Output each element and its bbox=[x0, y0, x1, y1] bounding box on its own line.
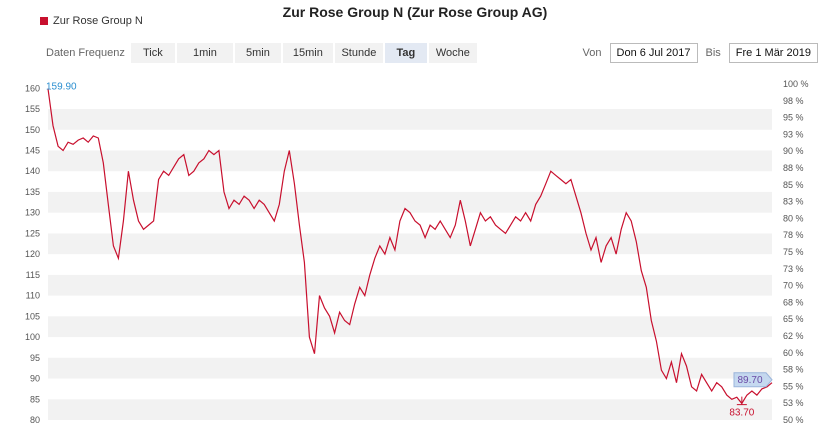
chart-annotations: 159.90 83.70 89.70 bbox=[46, 82, 773, 419]
freq-woche-button[interactable]: Woche bbox=[428, 43, 477, 63]
y2-tick-label: 53 % bbox=[783, 398, 804, 408]
to-date-input[interactable]: Fre 1 Mär 2019 bbox=[728, 43, 818, 63]
y-tick-label: 145 bbox=[25, 145, 40, 155]
last-value-label: 89.70 bbox=[737, 375, 762, 386]
y-tick-label: 95 bbox=[30, 353, 40, 363]
y-axis-right: 50 % 53 % 55 % 58 % 60 % 62 % 65 % 68 % 70 % 73 %… bbox=[783, 79, 809, 425]
y2-tick-label: 50 % bbox=[783, 415, 804, 425]
min-value-label: 83.70 bbox=[729, 408, 754, 419]
y-axis-left: 80 85 90 95 100 105 110 115 120 125 130 135 140 145 15… bbox=[25, 83, 40, 425]
y-tick-label: 150 bbox=[25, 125, 40, 135]
freq-stunde-button[interactable]: Stunde bbox=[334, 43, 383, 63]
y2-tick-label: 100 % bbox=[783, 79, 809, 89]
frequency-toolbar: Daten Frequenz Tick 1min 5min 15min Stun… bbox=[46, 43, 479, 63]
y-tick-label: 120 bbox=[25, 249, 40, 259]
y2-tick-label: 95 % bbox=[783, 113, 804, 123]
y-tick-label: 135 bbox=[25, 187, 40, 197]
from-date-input[interactable]: Don 6 Jul 2017 bbox=[609, 43, 698, 63]
chart-band bbox=[48, 357, 772, 379]
last-value-flag bbox=[733, 372, 773, 388]
y-tick-label: 105 bbox=[25, 311, 40, 321]
freq-tag-button[interactable]: Tag bbox=[384, 43, 427, 63]
freq-5min-button[interactable]: 5min bbox=[234, 43, 281, 63]
freq-15min-button[interactable]: 15min bbox=[282, 43, 333, 63]
y-tick-label: 125 bbox=[25, 228, 40, 238]
y2-tick-label: 80 % bbox=[783, 213, 804, 223]
chart-title: Zur Rose Group N (Zur Rose Group AG) bbox=[282, 4, 548, 20]
frequency-label: Daten Frequenz bbox=[46, 47, 125, 59]
y-tick-label: 110 bbox=[26, 291, 40, 301]
y-tick-label: 85 bbox=[30, 394, 40, 404]
max-value-label: 159.90 bbox=[46, 82, 77, 93]
y2-tick-label: 68 % bbox=[783, 297, 804, 307]
y2-tick-label: 85 % bbox=[783, 180, 804, 190]
y-tick-label: 140 bbox=[25, 166, 40, 176]
y2-tick-label: 62 % bbox=[783, 331, 804, 341]
freq-tick-button[interactable]: Tick bbox=[130, 43, 175, 63]
y2-tick-label: 73 % bbox=[783, 264, 804, 274]
y-tick-label: 155 bbox=[25, 104, 40, 114]
y-tick-label: 80 bbox=[30, 415, 40, 425]
y-tick-label: 130 bbox=[25, 208, 40, 218]
y2-tick-label: 70 % bbox=[783, 281, 804, 291]
y-tick-label: 115 bbox=[26, 270, 40, 280]
chart-band bbox=[48, 233, 772, 255]
y2-tick-label: 78 % bbox=[783, 230, 804, 240]
legend-label: Zur Rose Group N bbox=[53, 15, 143, 27]
y2-tick-label: 60 % bbox=[783, 348, 804, 358]
min-value-marker bbox=[736, 396, 747, 406]
date-range: Von Don 6 Jul 2017 Bis Fre 1 Mär 2019 bbox=[583, 43, 818, 63]
y2-tick-label: 93 % bbox=[783, 129, 804, 139]
price-series-line bbox=[47, 88, 773, 405]
chart-band bbox=[48, 274, 772, 296]
y-tick-label: 90 bbox=[30, 374, 40, 384]
y2-tick-label: 65 % bbox=[783, 314, 804, 324]
y2-tick-label: 90 % bbox=[783, 146, 804, 156]
chart-band bbox=[48, 399, 772, 420]
chart-band bbox=[48, 109, 772, 130]
y2-tick-label: 98 % bbox=[783, 96, 804, 106]
freq-1min-button[interactable]: 1min bbox=[176, 43, 233, 63]
to-label: Bis bbox=[705, 47, 721, 59]
y2-tick-label: 75 % bbox=[783, 247, 804, 257]
from-label: Von bbox=[582, 47, 602, 59]
legend-swatch bbox=[40, 17, 48, 25]
y2-tick-label: 83 % bbox=[783, 197, 804, 207]
chart-band bbox=[48, 316, 772, 338]
chart-band bbox=[48, 150, 772, 172]
y2-tick-label: 58 % bbox=[783, 365, 804, 375]
y2-tick-label: 55 % bbox=[783, 381, 804, 391]
y-tick-label: 160 bbox=[25, 83, 40, 93]
y2-tick-label: 88 % bbox=[783, 163, 804, 173]
legend[interactable]: Zur Rose Group N bbox=[40, 15, 143, 27]
y-tick-label: 100 bbox=[25, 332, 40, 342]
